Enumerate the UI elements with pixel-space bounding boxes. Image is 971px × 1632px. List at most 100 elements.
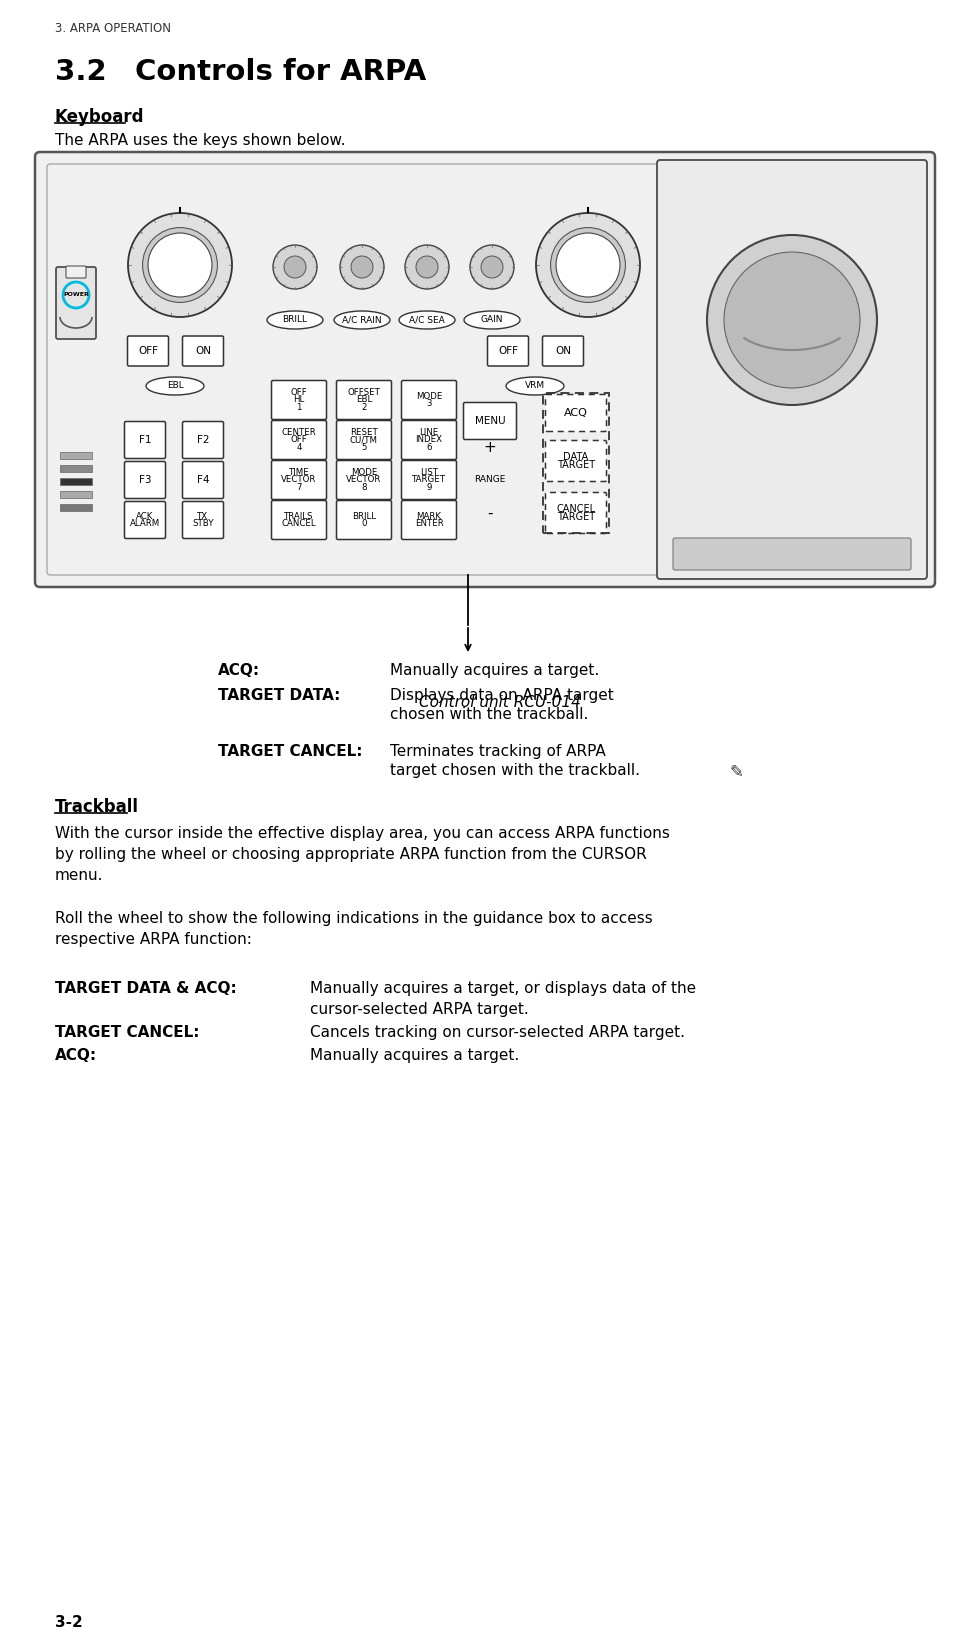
- Text: TARGET CANCEL:: TARGET CANCEL:: [218, 744, 362, 759]
- Text: 3: 3: [426, 400, 432, 408]
- Text: Manually acquires a target.: Manually acquires a target.: [390, 663, 599, 677]
- FancyBboxPatch shape: [401, 421, 456, 460]
- FancyBboxPatch shape: [546, 395, 607, 431]
- FancyBboxPatch shape: [124, 501, 165, 539]
- Ellipse shape: [464, 312, 520, 330]
- Text: TRAILS: TRAILS: [285, 512, 314, 521]
- Circle shape: [551, 227, 625, 302]
- Text: INDEX: INDEX: [416, 436, 443, 444]
- FancyBboxPatch shape: [543, 336, 584, 366]
- Text: Keyboard: Keyboard: [55, 108, 145, 126]
- FancyBboxPatch shape: [272, 380, 326, 419]
- FancyBboxPatch shape: [56, 268, 96, 339]
- FancyBboxPatch shape: [272, 460, 326, 499]
- FancyBboxPatch shape: [272, 501, 326, 540]
- Text: 3-2: 3-2: [55, 1616, 83, 1630]
- Text: 2: 2: [361, 403, 367, 411]
- FancyBboxPatch shape: [401, 501, 456, 540]
- Text: Manually acquires a target.: Manually acquires a target.: [310, 1048, 519, 1062]
- Text: DATA: DATA: [563, 452, 588, 462]
- Text: Controls for ARPA: Controls for ARPA: [135, 59, 426, 86]
- FancyBboxPatch shape: [66, 266, 86, 277]
- Ellipse shape: [334, 312, 390, 330]
- Text: ON: ON: [195, 346, 211, 356]
- Text: EBL: EBL: [167, 382, 184, 390]
- Text: ACQ: ACQ: [564, 408, 587, 418]
- Text: TX: TX: [197, 512, 209, 521]
- FancyBboxPatch shape: [337, 460, 391, 499]
- Text: 7: 7: [296, 483, 302, 491]
- Text: ALARM: ALARM: [130, 519, 160, 529]
- FancyBboxPatch shape: [401, 380, 456, 419]
- FancyBboxPatch shape: [60, 478, 92, 485]
- Text: HL: HL: [293, 395, 305, 405]
- Text: VECTOR: VECTOR: [347, 475, 382, 485]
- Text: TIME: TIME: [288, 468, 310, 478]
- Text: F2: F2: [197, 436, 209, 446]
- FancyBboxPatch shape: [337, 501, 391, 540]
- Text: +: +: [484, 439, 496, 454]
- Text: CANCEL: CANCEL: [556, 504, 595, 514]
- Text: GAIN: GAIN: [481, 315, 503, 325]
- Text: OFF: OFF: [290, 388, 308, 397]
- Text: OFF: OFF: [138, 346, 158, 356]
- Circle shape: [63, 282, 89, 308]
- FancyBboxPatch shape: [60, 465, 92, 472]
- Text: MODE: MODE: [416, 392, 442, 401]
- Text: F1: F1: [139, 436, 151, 446]
- Circle shape: [481, 256, 503, 277]
- Text: Cancels tracking on cursor-selected ARPA target.: Cancels tracking on cursor-selected ARPA…: [310, 1025, 685, 1040]
- Text: target chosen with the trackball.: target chosen with the trackball.: [390, 764, 640, 778]
- Text: MARK: MARK: [417, 512, 442, 521]
- Text: TARGET: TARGET: [557, 460, 595, 470]
- Text: Terminates tracking of ARPA: Terminates tracking of ARPA: [390, 744, 606, 759]
- Text: TARGET DATA & ACQ:: TARGET DATA & ACQ:: [55, 981, 237, 996]
- Text: CANCEL: CANCEL: [282, 519, 317, 529]
- Text: cursor-selected ARPA target.: cursor-selected ARPA target.: [310, 1002, 529, 1017]
- FancyBboxPatch shape: [127, 336, 169, 366]
- Circle shape: [556, 233, 620, 297]
- Text: ACQ:: ACQ:: [218, 663, 260, 677]
- FancyBboxPatch shape: [401, 460, 456, 499]
- Ellipse shape: [506, 377, 564, 395]
- Text: TARGET: TARGET: [412, 475, 446, 485]
- FancyBboxPatch shape: [183, 462, 223, 498]
- FancyBboxPatch shape: [183, 421, 223, 459]
- Text: 5: 5: [361, 442, 367, 452]
- Text: ACQ:: ACQ:: [55, 1048, 97, 1062]
- Text: menu.: menu.: [55, 868, 104, 883]
- Text: F4: F4: [197, 475, 209, 485]
- FancyBboxPatch shape: [546, 441, 607, 481]
- Text: 8: 8: [361, 483, 367, 491]
- Text: OFF: OFF: [498, 346, 518, 356]
- FancyBboxPatch shape: [673, 539, 911, 570]
- Circle shape: [724, 251, 860, 388]
- Text: BRILL: BRILL: [283, 315, 308, 325]
- Text: POWER: POWER: [63, 292, 89, 297]
- Text: A/C RAIN: A/C RAIN: [342, 315, 382, 325]
- FancyBboxPatch shape: [657, 160, 927, 579]
- Text: Manually acquires a target, or displays data of the: Manually acquires a target, or displays …: [310, 981, 696, 996]
- Text: VRM: VRM: [525, 382, 545, 390]
- FancyBboxPatch shape: [183, 501, 223, 539]
- Text: Trackball: Trackball: [55, 798, 139, 816]
- Circle shape: [148, 233, 212, 297]
- Text: The ARPA uses the keys shown below.: The ARPA uses the keys shown below.: [55, 132, 346, 149]
- Text: OFF: OFF: [290, 436, 308, 444]
- Text: MENU: MENU: [475, 416, 505, 426]
- Text: MODE: MODE: [351, 468, 377, 478]
- Circle shape: [470, 245, 514, 289]
- Text: BRILL: BRILL: [352, 512, 376, 521]
- FancyBboxPatch shape: [272, 421, 326, 460]
- Text: VECTOR: VECTOR: [282, 475, 317, 485]
- Circle shape: [340, 245, 384, 289]
- Text: LINE: LINE: [419, 428, 439, 437]
- Circle shape: [128, 214, 232, 317]
- Text: by rolling the wheel or choosing appropriate ARPA function from the CURSOR: by rolling the wheel or choosing appropr…: [55, 847, 647, 862]
- FancyBboxPatch shape: [463, 403, 517, 439]
- Circle shape: [143, 227, 218, 302]
- Text: Control unit RCU-014: Control unit RCU-014: [419, 695, 581, 710]
- FancyBboxPatch shape: [337, 380, 391, 419]
- Text: 3. ARPA OPERATION: 3. ARPA OPERATION: [55, 21, 171, 34]
- Circle shape: [284, 256, 306, 277]
